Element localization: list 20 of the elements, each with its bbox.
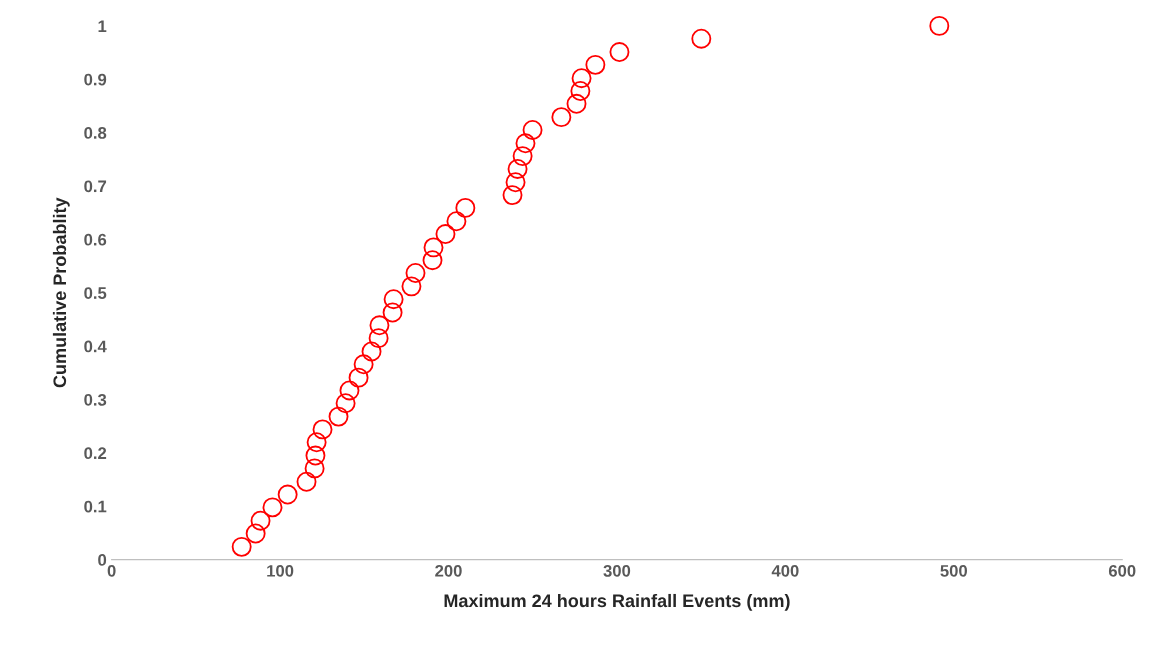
y-tick-label: 0.6 xyxy=(84,233,107,246)
x-tick-label: 200 xyxy=(435,564,462,577)
x-tick-label: 0 xyxy=(107,564,116,577)
y-tick-label: 0 xyxy=(98,554,107,566)
y-tick-label: 0.9 xyxy=(84,73,107,86)
x-axis-title: Maximum 24 hours Rainfall Events (mm) xyxy=(444,593,790,611)
y-tick-label: 0.8 xyxy=(84,127,107,139)
y-axis-title: Cumulative Probablity xyxy=(52,197,70,388)
y-tick-label: 0.3 xyxy=(84,393,107,406)
y-tick-label: 0.5 xyxy=(84,287,107,299)
y-tick-label: 0.4 xyxy=(84,340,107,353)
y-tick-label: 0.1 xyxy=(84,500,107,513)
y-tick-label: 1 xyxy=(98,20,107,32)
x-tick-label: 300 xyxy=(603,564,631,577)
x-tick-label: 500 xyxy=(940,564,968,577)
y-tick-label: 0.7 xyxy=(84,180,107,193)
x-tick-label: 400 xyxy=(771,564,799,577)
x-tick-label: 100 xyxy=(267,564,294,577)
y-tick-label: 0.2 xyxy=(84,447,107,460)
x-tick-label: 600 xyxy=(1108,564,1136,577)
